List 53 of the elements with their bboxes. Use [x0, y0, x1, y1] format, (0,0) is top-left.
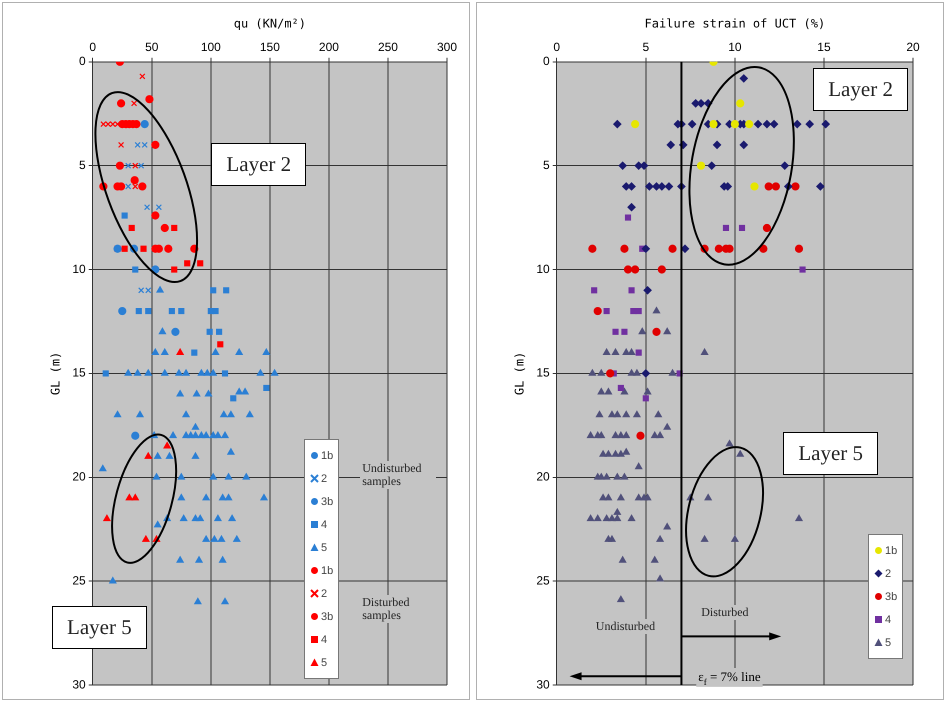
annotation: Undisturbed samples — [360, 460, 436, 489]
y-tick-label: 30 — [536, 677, 550, 692]
annotation: Undisturbed — [594, 618, 658, 634]
y-axis-title: GL (m) — [512, 352, 526, 396]
annotation: Layer 2 — [813, 68, 908, 112]
y-tick-label: 0 — [79, 54, 86, 68]
x-axis-title: Failure strain of UCT (%) — [644, 16, 826, 30]
legend-label: 4 — [885, 614, 892, 626]
y-tick-label: 15 — [72, 366, 86, 380]
annotation: Disturbed — [699, 605, 751, 620]
legend-label: 1b — [321, 564, 334, 576]
x-tick-label: 250 — [378, 40, 398, 54]
y-tick-label: 30 — [72, 677, 86, 692]
y-tick-label: 20 — [72, 470, 86, 484]
legend-label: 2 — [321, 472, 328, 484]
y-tick-label: 25 — [72, 573, 86, 588]
legend-label: 1b — [321, 450, 334, 462]
x-tick-label: 0 — [553, 40, 560, 54]
legend-label: 5 — [321, 656, 328, 668]
x-axis-title: qu (KN/m²) — [234, 16, 306, 30]
legend-label: 4 — [321, 634, 328, 646]
y-axis-title: GL (m) — [48, 352, 62, 396]
annotation: Layer 2 — [211, 142, 306, 186]
x-tick-label: 0 — [89, 40, 96, 54]
y-tick-label: 5 — [543, 158, 550, 172]
annotation: Layer 5 — [52, 606, 147, 649]
legend-label: 2 — [321, 588, 328, 600]
x-tick-label: 300 — [436, 40, 458, 54]
x-tick-label: 5 — [642, 40, 650, 54]
y-tick-label: 5 — [79, 158, 86, 172]
y-tick-label: 10 — [536, 262, 550, 276]
legend-label: 5 — [321, 542, 328, 554]
annotation: Disturbed samples — [360, 595, 436, 624]
legend-label: 2 — [885, 568, 892, 580]
annotation: Layer 5 — [783, 432, 878, 475]
y-tick-label: 10 — [72, 262, 86, 276]
x-tick-label: 20 — [906, 40, 920, 54]
y-tick-label: 20 — [536, 470, 550, 484]
x-tick-label: 200 — [318, 40, 340, 54]
legend-label: 3b — [321, 496, 334, 508]
legend-label: 4 — [321, 518, 328, 530]
x-tick-label: 10 — [728, 40, 742, 54]
x-tick-label: 50 — [145, 40, 159, 54]
y-tick-label: 25 — [536, 573, 550, 588]
legend-label: 3b — [321, 610, 334, 622]
y-tick-label: 15 — [536, 366, 550, 380]
legend-label: 3b — [885, 590, 898, 602]
y-tick-label: 0 — [543, 54, 550, 68]
x-tick-label: 15 — [817, 40, 831, 54]
x-tick-label: 100 — [200, 40, 222, 54]
legend-label: 1b — [885, 544, 898, 556]
x-tick-label: 150 — [260, 40, 280, 54]
legend-label: 5 — [885, 636, 892, 648]
